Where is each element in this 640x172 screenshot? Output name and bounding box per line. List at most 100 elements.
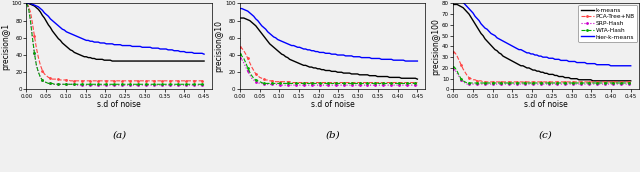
k-means bbox=[503, 57, 511, 59]
hier-k-means bbox=[174, 50, 182, 52]
Line: PCA-Tree+NB: PCA-Tree+NB bbox=[238, 46, 419, 84]
PCA-Tree+NB bbox=[288, 82, 296, 84]
SRP-Hash bbox=[200, 84, 208, 86]
hier-k-means bbox=[408, 60, 415, 62]
hier-k-means bbox=[597, 64, 605, 66]
PCA-Tree+NB bbox=[22, 2, 30, 4]
WTA-Hash bbox=[463, 82, 471, 84]
hier-k-means bbox=[170, 50, 178, 52]
WTA-Hash bbox=[449, 66, 457, 68]
SRP-Hash bbox=[260, 83, 268, 85]
PCA-Tree+NB bbox=[479, 81, 487, 83]
k-means bbox=[627, 80, 634, 82]
k-means bbox=[621, 80, 628, 82]
WTA-Hash bbox=[390, 82, 397, 84]
Text: (a): (a) bbox=[112, 131, 126, 140]
Line: k-means: k-means bbox=[240, 18, 417, 79]
SRP-Hash bbox=[413, 84, 421, 86]
SRP-Hash bbox=[603, 83, 611, 85]
SRP-Hash bbox=[194, 84, 202, 86]
k-means bbox=[176, 60, 184, 62]
PCA-Tree+NB bbox=[473, 80, 481, 82]
WTA-Hash bbox=[505, 82, 513, 84]
Line: hier-k-means: hier-k-means bbox=[453, 0, 630, 66]
SRP-Hash bbox=[236, 57, 244, 59]
Line: PCA-Tree+NB: PCA-Tree+NB bbox=[452, 50, 632, 83]
hier-k-means bbox=[503, 42, 511, 44]
Line: SRP-Hash: SRP-Hash bbox=[238, 56, 419, 87]
hier-k-means bbox=[627, 65, 634, 67]
PCA-Tree+NB bbox=[390, 82, 397, 84]
hier-k-means bbox=[360, 57, 367, 59]
WTA-Hash bbox=[194, 83, 202, 85]
SRP-Hash bbox=[47, 82, 54, 84]
WTA-Hash bbox=[22, 2, 30, 4]
PCA-Tree+NB bbox=[260, 78, 268, 80]
hier-k-means bbox=[147, 46, 154, 48]
hier-k-means bbox=[413, 60, 421, 62]
hier-k-means bbox=[290, 45, 298, 47]
WTA-Hash bbox=[172, 83, 180, 85]
k-means bbox=[383, 76, 391, 78]
PCA-Tree+NB bbox=[449, 51, 457, 53]
PCA-Tree+NB bbox=[47, 77, 54, 79]
k-means bbox=[47, 26, 54, 29]
PCA-Tree+NB bbox=[408, 82, 415, 84]
Line: SRP-Hash: SRP-Hash bbox=[25, 2, 205, 87]
PCA-Tree+NB bbox=[79, 80, 86, 82]
WTA-Hash bbox=[476, 82, 483, 84]
hier-k-means bbox=[573, 62, 580, 64]
Line: WTA-Hash: WTA-Hash bbox=[238, 53, 419, 85]
k-means bbox=[22, 2, 30, 4]
hier-k-means bbox=[200, 53, 208, 55]
k-means bbox=[599, 80, 607, 82]
Line: k-means: k-means bbox=[26, 3, 204, 61]
k-means bbox=[172, 60, 180, 62]
WTA-Hash bbox=[362, 82, 369, 84]
SRP-Hash bbox=[599, 83, 607, 85]
SRP-Hash bbox=[172, 84, 180, 86]
PCA-Tree+NB bbox=[505, 81, 513, 83]
hier-k-means bbox=[401, 60, 409, 62]
PCA-Tree+NB bbox=[194, 80, 202, 82]
WTA-Hash bbox=[262, 82, 269, 84]
k-means bbox=[236, 17, 244, 19]
PCA-Tree+NB bbox=[603, 81, 611, 83]
SRP-Hash bbox=[476, 83, 483, 85]
WTA-Hash bbox=[47, 82, 54, 84]
k-means bbox=[194, 60, 202, 62]
k-means bbox=[413, 78, 421, 80]
k-means bbox=[260, 35, 268, 37]
Line: SRP-Hash: SRP-Hash bbox=[452, 68, 632, 85]
k-means bbox=[473, 26, 481, 28]
PCA-Tree+NB bbox=[627, 81, 634, 83]
WTA-Hash bbox=[176, 83, 184, 85]
Y-axis label: precision@10: precision@10 bbox=[215, 20, 224, 72]
WTA-Hash bbox=[148, 83, 156, 85]
WTA-Hash bbox=[386, 82, 394, 84]
X-axis label: s.d of noise: s.d of noise bbox=[97, 100, 141, 109]
PCA-Tree+NB bbox=[176, 80, 184, 82]
SRP-Hash bbox=[621, 83, 628, 85]
WTA-Hash bbox=[236, 53, 244, 55]
PCA-Tree+NB bbox=[621, 81, 628, 83]
k-means bbox=[406, 77, 413, 79]
SRP-Hash bbox=[449, 68, 457, 70]
WTA-Hash bbox=[603, 82, 611, 84]
PCA-Tree+NB bbox=[236, 46, 244, 48]
k-means bbox=[603, 80, 611, 82]
k-means bbox=[108, 60, 116, 62]
PCA-Tree+NB bbox=[386, 82, 394, 84]
X-axis label: s.d of noise: s.d of noise bbox=[524, 100, 568, 109]
hier-k-means bbox=[236, 8, 244, 10]
k-means bbox=[77, 54, 84, 56]
Y-axis label: precision@100: precision@100 bbox=[431, 18, 440, 75]
X-axis label: s.d of noise: s.d of noise bbox=[310, 100, 355, 109]
WTA-Hash bbox=[79, 83, 86, 85]
WTA-Hash bbox=[200, 83, 208, 85]
SRP-Hash bbox=[292, 84, 300, 86]
k-means bbox=[148, 60, 156, 62]
SRP-Hash bbox=[386, 84, 394, 86]
WTA-Hash bbox=[51, 83, 58, 85]
Text: (b): (b) bbox=[325, 131, 340, 140]
